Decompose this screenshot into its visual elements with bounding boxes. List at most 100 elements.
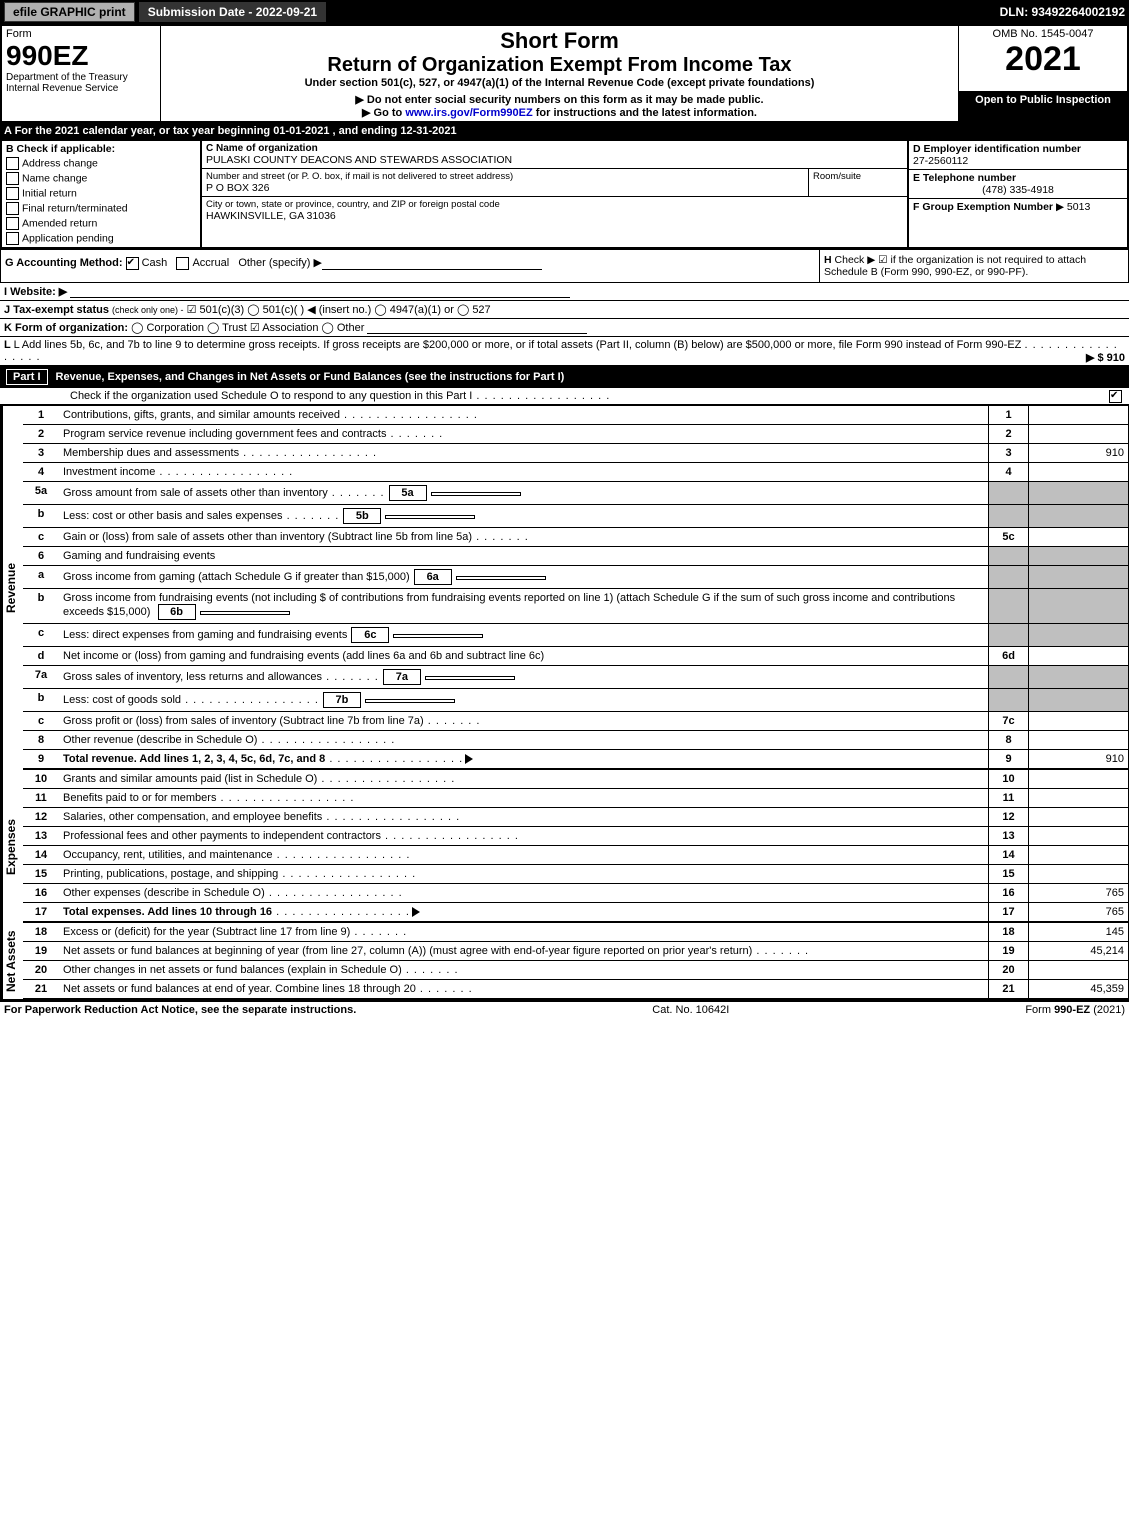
h-label: H: [824, 254, 832, 266]
line-20-amt: [1028, 961, 1128, 979]
line-11-num: 11: [988, 789, 1028, 807]
l-row: L L Add lines 5b, 6c, and 7b to line 9 t…: [0, 337, 1129, 366]
l-amount: ▶ $ 910: [1086, 351, 1125, 364]
i-label: I Website: ▶: [4, 286, 67, 298]
k-row: K Form of organization: ◯ Corporation ◯ …: [0, 319, 1129, 337]
g-accrual-checkbox[interactable]: [176, 257, 189, 270]
irs-link[interactable]: www.irs.gov/Form990EZ: [405, 107, 532, 119]
line-13-amt: [1028, 827, 1128, 845]
sub-6c: 6c: [351, 627, 389, 643]
line-16-num: 16: [988, 884, 1028, 902]
revenue-vertical-label: Revenue: [1, 406, 23, 770]
arrow-icon: [465, 754, 473, 764]
b-final-return[interactable]: Final return/terminated: [6, 202, 196, 215]
line-5c-amt: [1028, 528, 1128, 546]
sub-6a-val[interactable]: [456, 576, 546, 580]
line-6d-amt: [1028, 647, 1128, 665]
i-row: I Website: ▶: [0, 283, 1129, 301]
line-14-text: Occupancy, rent, utilities, and maintena…: [63, 849, 273, 861]
g-accrual-label: Accrual: [192, 257, 229, 269]
warn-ssn: ▶ Do not enter social security numbers o…: [165, 93, 954, 106]
form-header: Form 990EZ Department of the Treasury In…: [0, 24, 1129, 123]
k-label: K Form of organization:: [4, 322, 128, 334]
b-name-change[interactable]: Name change: [6, 172, 196, 185]
line-8-num: 8: [988, 731, 1028, 749]
k-other-input[interactable]: [367, 321, 587, 334]
irs-label: Internal Revenue Service: [6, 83, 156, 94]
line-6b-text: Gross income from fundraising events (no…: [63, 592, 955, 618]
form-word: Form: [6, 28, 156, 40]
line-20-num: 20: [988, 961, 1028, 979]
b-app-pending[interactable]: Application pending: [6, 232, 196, 245]
f-group-label: F Group Exemption Number: [913, 201, 1053, 213]
sub-7b-val[interactable]: [365, 699, 455, 703]
sub-5b-val[interactable]: [385, 515, 475, 519]
org-city: HAWKINSVILLE, GA 31036: [206, 210, 903, 222]
g-other-label: Other (specify) ▶: [238, 257, 322, 269]
org-street: P O BOX 326: [206, 182, 804, 194]
sub-6b-val[interactable]: [200, 611, 290, 615]
under-section: Under section 501(c), 527, or 4947(a)(1)…: [165, 77, 954, 89]
top-bar: efile GRAPHIC print Submission Date - 20…: [0, 0, 1129, 24]
part1-label: Part I: [6, 369, 48, 385]
sub-5a-val[interactable]: [431, 492, 521, 496]
line-13-num: 13: [988, 827, 1028, 845]
line-7c-num: 7c: [988, 712, 1028, 730]
line-15-num: 15: [988, 865, 1028, 883]
line-13-text: Professional fees and other payments to …: [63, 830, 381, 842]
sub-7a-val[interactable]: [425, 676, 515, 680]
footer-right: Form 990-EZ (2021): [1025, 1004, 1125, 1016]
line-19-num: 19: [988, 942, 1028, 960]
line-21-text: Net assets or fund balances at end of ye…: [63, 983, 416, 995]
part1-body: Revenue 1Contributions, gifts, grants, a…: [0, 405, 1129, 1000]
j-options[interactable]: ☑ 501(c)(3) ◯ 501(c)( ) ◀ (insert no.) ◯…: [187, 304, 491, 316]
expenses-vertical-label: Expenses: [1, 770, 23, 923]
line-19-text: Net assets or fund balances at beginning…: [63, 945, 752, 957]
submission-date-badge: Submission Date - 2022-09-21: [139, 2, 326, 22]
b-initial-return[interactable]: Initial return: [6, 187, 196, 200]
line-7b-text: Less: cost of goods sold: [63, 694, 181, 706]
line-8-amt: [1028, 731, 1128, 749]
identity-grid: B Check if applicable: Address change Na…: [0, 139, 1129, 249]
c-name-label: C Name of organization: [206, 143, 903, 154]
line-15-amt: [1028, 865, 1128, 883]
g-h-row: G Accounting Method: Cash Accrual Other …: [0, 249, 1129, 283]
g-cash-label: Cash: [142, 257, 168, 269]
line-17-text: Total expenses. Add lines 10 through 16: [63, 906, 272, 918]
efile-print-button[interactable]: efile GRAPHIC print: [4, 2, 135, 22]
part1-check-row: Check if the organization used Schedule …: [0, 388, 1129, 405]
line-5b-text: Less: cost or other basis and sales expe…: [63, 510, 283, 522]
footer-mid: Cat. No. 10642I: [652, 1004, 729, 1016]
line-10-num: 10: [988, 770, 1028, 788]
line-6d-num: 6d: [988, 647, 1028, 665]
j-note: (check only one) -: [112, 305, 184, 315]
tax-year: 2021: [963, 40, 1123, 79]
k-options[interactable]: ◯ Corporation ◯ Trust ☑ Association ◯ Ot…: [131, 322, 364, 334]
part1-schedule-o-checkbox[interactable]: [1109, 390, 1122, 403]
section-a-bar: A For the 2021 calendar year, or tax yea…: [0, 123, 1129, 139]
line-20-text: Other changes in net assets or fund bala…: [63, 964, 402, 976]
sub-6c-val[interactable]: [393, 634, 483, 638]
line-11-text: Benefits paid to or for members: [63, 792, 216, 804]
b-amended-return[interactable]: Amended return: [6, 217, 196, 230]
warn-goto-post: for instructions and the latest informat…: [533, 107, 757, 119]
g-cash-checkbox[interactable]: [126, 257, 139, 270]
sub-5b: 5b: [343, 508, 381, 524]
b-heading: B Check if applicable:: [6, 143, 196, 155]
website-input[interactable]: [70, 285, 570, 298]
b-address-change[interactable]: Address change: [6, 157, 196, 170]
line-5c-num: 5c: [988, 528, 1028, 546]
line-14-amt: [1028, 846, 1128, 864]
warn-goto-pre: ▶ Go to: [362, 107, 405, 119]
sub-5a: 5a: [389, 485, 427, 501]
org-name: PULASKI COUNTY DEACONS AND STEWARDS ASSO…: [206, 154, 903, 166]
warn-goto: ▶ Go to www.irs.gov/Form990EZ for instru…: [165, 106, 954, 119]
line-21-amt: 45,359: [1028, 980, 1128, 998]
g-other-input[interactable]: [322, 257, 542, 270]
sub-7b: 7b: [323, 692, 361, 708]
c-street-label: Number and street (or P. O. box, if mail…: [206, 171, 804, 182]
e-phone-label: E Telephone number: [913, 172, 1123, 184]
line-3-num: 3: [988, 444, 1028, 462]
e-phone-value: (478) 335-4918: [913, 184, 1123, 196]
line-16-amt: 765: [1028, 884, 1128, 902]
